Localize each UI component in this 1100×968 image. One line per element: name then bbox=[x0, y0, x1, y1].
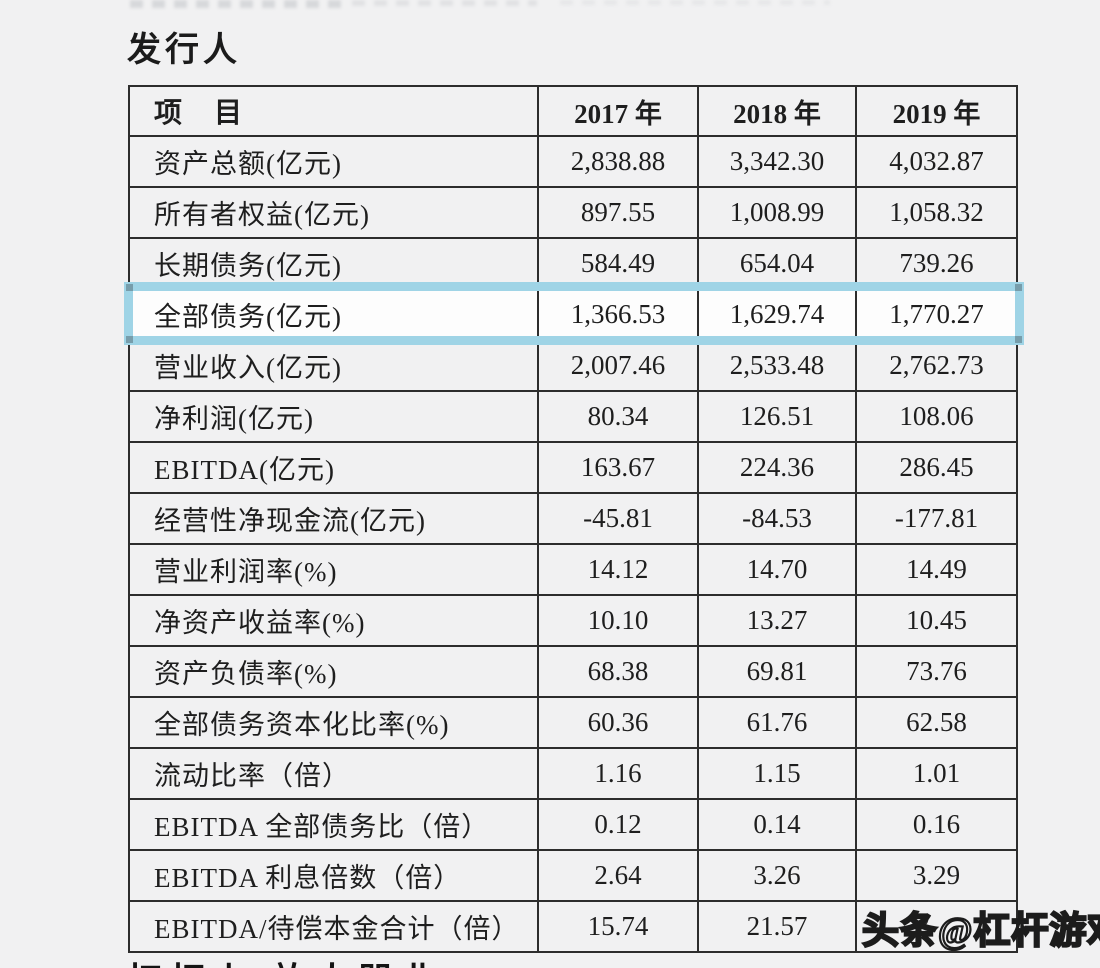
row-label-cell: 流动比率（倍） bbox=[128, 747, 539, 800]
table-row: 资产总额(亿元) 2,838.88 3,342.30 4,032.87 bbox=[128, 135, 1018, 188]
financial-table-body: 资产总额(亿元) 2,838.88 3,342.30 4,032.87 所有者权… bbox=[128, 135, 1018, 953]
row-label-cell: 长期债务(亿元) bbox=[128, 237, 539, 290]
value-cell-2019: 0.16 bbox=[855, 798, 1018, 851]
value-cell-2018: 3.26 bbox=[697, 849, 857, 902]
table-row: 经营性净现金流(亿元) -45.81 -84.53 -177.81 bbox=[128, 492, 1018, 545]
row-label-cell: 资产负债率(%) bbox=[128, 645, 539, 698]
value-cell-2018: 654.04 bbox=[697, 237, 857, 290]
value-cell-2019: 1.01 bbox=[855, 747, 1018, 800]
value-cell-2017: 0.12 bbox=[537, 798, 699, 851]
value-cell-2018: -84.53 bbox=[697, 492, 857, 545]
row-label-cell: 营业收入(亿元) bbox=[128, 339, 539, 392]
value-cell-2019: 14.49 bbox=[855, 543, 1018, 596]
financial-table: 项 目 2017 年 2018 年 2019 年 资产总额(亿元) 2,838.… bbox=[128, 85, 1018, 953]
section-title: 发行人 bbox=[127, 32, 241, 69]
value-cell-2018: 126.51 bbox=[697, 390, 857, 443]
value-cell-2018: 0.14 bbox=[697, 798, 857, 851]
value-cell-2017: 1.16 bbox=[537, 747, 699, 800]
value-cell-2017: 60.36 bbox=[537, 696, 699, 749]
value-cell-2017: 68.38 bbox=[537, 645, 699, 698]
table-row: 全部债务(亿元) 1,366.53 1,629.74 1,770.27 bbox=[128, 288, 1018, 341]
value-cell-2018: 13.27 bbox=[697, 594, 857, 647]
value-cell-2017: 80.34 bbox=[537, 390, 699, 443]
row-label-cell: 全部债务(亿元) bbox=[128, 288, 539, 341]
row-label-cell: EBITDA(亿元) bbox=[128, 441, 539, 494]
value-cell-2017: 2,007.46 bbox=[537, 339, 699, 392]
row-label-cell: EBITDA 全部债务比（倍） bbox=[128, 798, 539, 851]
value-cell-2019: 286.45 bbox=[855, 441, 1018, 494]
table-row: 全部债务资本化比率(%) 60.36 61.76 62.58 bbox=[128, 696, 1018, 749]
header-item-label: 项 目 bbox=[128, 85, 539, 137]
cropped-text-remnant bbox=[352, 0, 537, 6]
table-row: 流动比率（倍） 1.16 1.15 1.01 bbox=[128, 747, 1018, 800]
table-row: EBITDA 利息倍数（倍） 2.64 3.26 3.29 bbox=[128, 849, 1018, 902]
cropped-text-remnant bbox=[130, 0, 345, 8]
value-cell-2017: 2,838.88 bbox=[537, 135, 699, 188]
value-cell-2017: 1,366.53 bbox=[537, 288, 699, 341]
value-cell-2018: 61.76 bbox=[697, 696, 857, 749]
row-label-cell: EBITDA 利息倍数（倍） bbox=[128, 849, 539, 902]
value-cell-2019: 62.58 bbox=[855, 696, 1018, 749]
clipped-next-heading: 杠杆上 放大器业 bbox=[126, 952, 443, 968]
table-row: 净资产收益率(%) 10.10 13.27 10.45 bbox=[128, 594, 1018, 647]
value-cell-2018: 14.70 bbox=[697, 543, 857, 596]
table-row: EBITDA/待偿本金合计（倍） 15.74 21.57 bbox=[128, 900, 1018, 953]
value-cell-2019: 3.29 bbox=[855, 849, 1018, 902]
value-cell-2019: 2,762.73 bbox=[855, 339, 1018, 392]
header-year-2018: 2018 年 bbox=[697, 85, 857, 137]
value-cell-2019: -177.81 bbox=[855, 492, 1018, 545]
cropped-text-remnant bbox=[560, 0, 830, 5]
value-cell-2017: -45.81 bbox=[537, 492, 699, 545]
table-row: 所有者权益(亿元) 897.55 1,008.99 1,058.32 bbox=[128, 186, 1018, 239]
value-cell-2019: 10.45 bbox=[855, 594, 1018, 647]
row-label-cell: 净利润(亿元) bbox=[128, 390, 539, 443]
value-cell-2019: 4,032.87 bbox=[855, 135, 1018, 188]
value-cell-2017: 2.64 bbox=[537, 849, 699, 902]
value-cell-2018: 69.81 bbox=[697, 645, 857, 698]
table-row: 净利润(亿元) 80.34 126.51 108.06 bbox=[128, 390, 1018, 443]
table-header-row: 项 目 2017 年 2018 年 2019 年 bbox=[128, 85, 1018, 137]
value-cell-2017: 584.49 bbox=[537, 237, 699, 290]
row-label-cell: 经营性净现金流(亿元) bbox=[128, 492, 539, 545]
table-row: 营业收入(亿元) 2,007.46 2,533.48 2,762.73 bbox=[128, 339, 1018, 392]
table-row: EBITDA(亿元) 163.67 224.36 286.45 bbox=[128, 441, 1018, 494]
value-cell-2017: 10.10 bbox=[537, 594, 699, 647]
table-row: 资产负债率(%) 68.38 69.81 73.76 bbox=[128, 645, 1018, 698]
row-label-cell: 所有者权益(亿元) bbox=[128, 186, 539, 239]
value-cell-2019: 1,770.27 bbox=[855, 288, 1018, 341]
row-label-cell: 营业利润率(%) bbox=[128, 543, 539, 596]
value-cell-2018: 3,342.30 bbox=[697, 135, 857, 188]
row-label-cell: 净资产收益率(%) bbox=[128, 594, 539, 647]
table-row: EBITDA 全部债务比（倍） 0.12 0.14 0.16 bbox=[128, 798, 1018, 851]
value-cell-2019: 1,058.32 bbox=[855, 186, 1018, 239]
value-cell-2018: 1,629.74 bbox=[697, 288, 857, 341]
value-cell-2018: 224.36 bbox=[697, 441, 857, 494]
value-cell-2019: 73.76 bbox=[855, 645, 1018, 698]
value-cell-2017: 14.12 bbox=[537, 543, 699, 596]
row-label-cell: 资产总额(亿元) bbox=[128, 135, 539, 188]
value-cell-2017: 15.74 bbox=[537, 900, 699, 953]
value-cell-2017: 897.55 bbox=[537, 186, 699, 239]
value-cell-2019 bbox=[855, 900, 1018, 953]
value-cell-2019: 739.26 bbox=[855, 237, 1018, 290]
table-row: 长期债务(亿元) 584.49 654.04 739.26 bbox=[128, 237, 1018, 290]
obscured-cell-digit: 2 bbox=[915, 906, 931, 941]
value-cell-2018: 1,008.99 bbox=[697, 186, 857, 239]
value-cell-2018: 21.57 bbox=[697, 900, 857, 953]
table-row: 营业利润率(%) 14.12 14.70 14.49 bbox=[128, 543, 1018, 596]
value-cell-2018: 2,533.48 bbox=[697, 339, 857, 392]
header-year-2017: 2017 年 bbox=[537, 85, 699, 137]
value-cell-2019: 108.06 bbox=[855, 390, 1018, 443]
watermark: 头条@杠杆游戏 bbox=[861, 910, 1100, 953]
row-label-cell: EBITDA/待偿本金合计（倍） bbox=[128, 900, 539, 953]
row-label-cell: 全部债务资本化比率(%) bbox=[128, 696, 539, 749]
value-cell-2018: 1.15 bbox=[697, 747, 857, 800]
value-cell-2017: 163.67 bbox=[537, 441, 699, 494]
header-year-2019: 2019 年 bbox=[855, 85, 1018, 137]
